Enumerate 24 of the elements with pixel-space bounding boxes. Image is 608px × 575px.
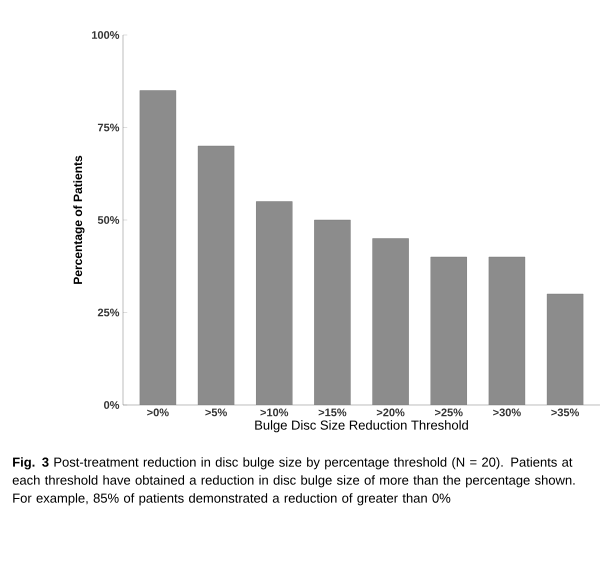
bar [140,90,176,405]
y-tick-label: 100% [92,31,120,39]
y-tick-label: 75% [98,124,120,132]
y-axis-title: Percentage of Patients [73,156,85,284]
x-tick-label: >0% [147,408,169,416]
x-tick-label: >35% [551,408,580,416]
y-tick-label: 25% [98,308,120,316]
x-tick-label: >5% [205,408,227,416]
y-tick-label: 0% [104,401,120,409]
bar [546,294,584,405]
x-tick-label: >10% [260,408,288,416]
bar [372,238,409,405]
bar [488,256,526,405]
y-tick-label: 50% [98,216,120,224]
bar [256,201,292,405]
x-tick-label: >25% [435,408,463,416]
bar [430,256,467,405]
x-tick-label: >20% [376,408,405,416]
bar [314,220,351,405]
x-axis-title: Bulge Disc Size Reduction Threshold [255,420,468,432]
x-tick-label: >30% [493,408,521,416]
bar [198,146,234,405]
x-tick-label: >15% [318,408,346,416]
text: Fig. 3 Post-treatment reduction in disc bulge size by percentage threshold (N = 20). Patients at each threshold have obtained a reduction in disc bulge size of more than the percentage shown. For example, 85% of patients demonstrated a reduction of greater than 0% [12,457,575,506]
